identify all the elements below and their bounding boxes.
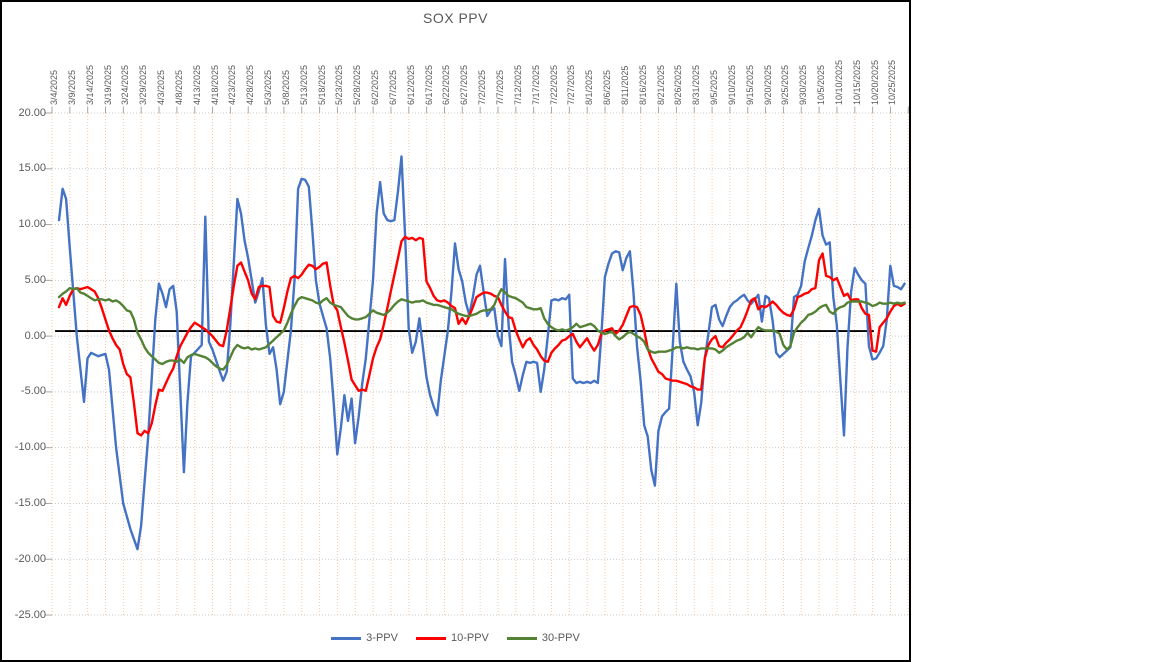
x-axis-label: 5/28/2025 xyxy=(352,64,363,105)
x-axis-label: 3/4/2025 xyxy=(49,69,59,105)
x-axis-label: 9/20/2025 xyxy=(762,64,773,105)
legend-label: 10-PPV xyxy=(450,632,489,644)
x-axis-label: 5/13/2025 xyxy=(298,64,309,105)
x-axis-label: 9/10/2025 xyxy=(726,64,737,105)
y-axis-label: -5.00 xyxy=(20,385,46,398)
legend-item-30-ppv[interactable]: 30-PPV xyxy=(506,632,580,644)
chart-title: SOX PPV xyxy=(423,10,488,26)
x-axis-label: 9/30/2025 xyxy=(798,64,809,105)
x-axis-label: 10/25/2025 xyxy=(887,59,898,105)
x-axis-label: 7/12/2025 xyxy=(512,64,523,105)
x-axis-label: 6/7/2025 xyxy=(387,69,398,105)
y-axis-label: 10.00 xyxy=(18,218,46,231)
x-axis-label: 9/15/2025 xyxy=(744,64,755,105)
x-axis-label: 8/16/2025 xyxy=(637,64,648,105)
legend-line-swatch xyxy=(415,636,446,640)
x-axis-label: 4/28/2025 xyxy=(245,64,256,105)
x-axis-label: 3/14/2025 xyxy=(84,64,95,105)
x-axis-label: 5/18/2025 xyxy=(316,64,327,105)
x-axis-label: 9/25/2025 xyxy=(780,64,791,105)
y-axis-label: 15.00 xyxy=(18,162,46,175)
y-axis-label: 0.00 xyxy=(24,329,46,342)
legend-line-swatch xyxy=(331,636,362,640)
x-axis-label: 6/17/2025 xyxy=(423,64,434,105)
x-axis-label: 10/20/2025 xyxy=(869,59,880,105)
x-axis-label: 8/26/2025 xyxy=(673,64,684,105)
y-axis-label: -15.00 xyxy=(14,496,46,509)
x-axis-label: 8/11/2025 xyxy=(619,65,630,105)
legend-label: 30-PPV xyxy=(541,632,580,644)
x-axis-label: 7/27/2025 xyxy=(566,64,577,105)
x-axis-label: 8/6/2025 xyxy=(602,69,613,105)
legend-label: 3-PPV xyxy=(366,632,398,644)
y-axis-label: 20.00 xyxy=(18,106,46,119)
series-line-30-ppv[interactable] xyxy=(57,286,906,371)
legend-item-10-ppv[interactable]: 10-PPV xyxy=(415,632,489,644)
x-axis-label: 3/29/2025 xyxy=(138,64,149,105)
x-axis-label: 10/10/2025 xyxy=(833,59,844,105)
x-axis-label: 4/23/2025 xyxy=(227,64,238,105)
x-axis-label: 3/19/2025 xyxy=(102,64,113,105)
x-axis-label: 8/21/2025 xyxy=(655,64,666,105)
x-axis-label: 5/3/2025 xyxy=(263,69,274,105)
y-axis-label: -20.00 xyxy=(14,552,46,565)
x-axis-label: 4/3/2025 xyxy=(156,69,167,105)
x-axis-label: 5/8/2025 xyxy=(280,69,291,105)
y-axis-label: -10.00 xyxy=(14,441,46,454)
x-axis-label: 7/7/2025 xyxy=(495,69,505,105)
x-axis-label: 6/2/2025 xyxy=(370,69,381,105)
x-axis-label: 6/27/2025 xyxy=(459,64,470,105)
x-axis-label: 8/31/2025 xyxy=(691,64,702,105)
x-axis-label: 4/8/2025 xyxy=(173,69,184,105)
x-axis-label: 10/5/2025 xyxy=(816,64,827,105)
x-axis-label: 7/2/2025 xyxy=(477,69,488,105)
x-axis-label: 4/13/2025 xyxy=(191,64,202,105)
series-line-3-ppv[interactable] xyxy=(57,155,906,551)
series-line-10-ppv[interactable] xyxy=(57,235,906,437)
y-axis-label: -25.00 xyxy=(14,608,46,621)
x-axis-label: 4/18/2025 xyxy=(209,64,220,105)
x-axis-label: 10/15/2025 xyxy=(851,59,862,105)
legend-line-swatch xyxy=(506,636,537,640)
x-axis-label: 7/17/2025 xyxy=(530,64,541,105)
x-axis-label: 6/12/2025 xyxy=(405,64,416,105)
chart-object: SOX PPV 20.00 15.00 10.00 5.00 0.00 -5.00 -10.… xyxy=(0,0,911,662)
x-axis-label: 5/23/2025 xyxy=(334,64,345,105)
x-axis-label: 9/5/2025 xyxy=(709,69,720,105)
y-axis-label: 5.00 xyxy=(24,273,46,286)
plot-area xyxy=(45,106,909,616)
x-axis-label: 6/22/2025 xyxy=(441,64,452,105)
x-axis-label: 3/9/2025 xyxy=(66,69,77,105)
legend-item-3-ppv[interactable]: 3-PPV xyxy=(331,632,398,644)
legend: 3-PPV 10-PPV 30-PPV xyxy=(2,632,909,644)
x-axis-label: 3/24/2025 xyxy=(120,64,131,105)
x-axis-label: 7/22/2025 xyxy=(548,64,559,105)
x-axis-label: 8/1/2025 xyxy=(584,69,595,105)
